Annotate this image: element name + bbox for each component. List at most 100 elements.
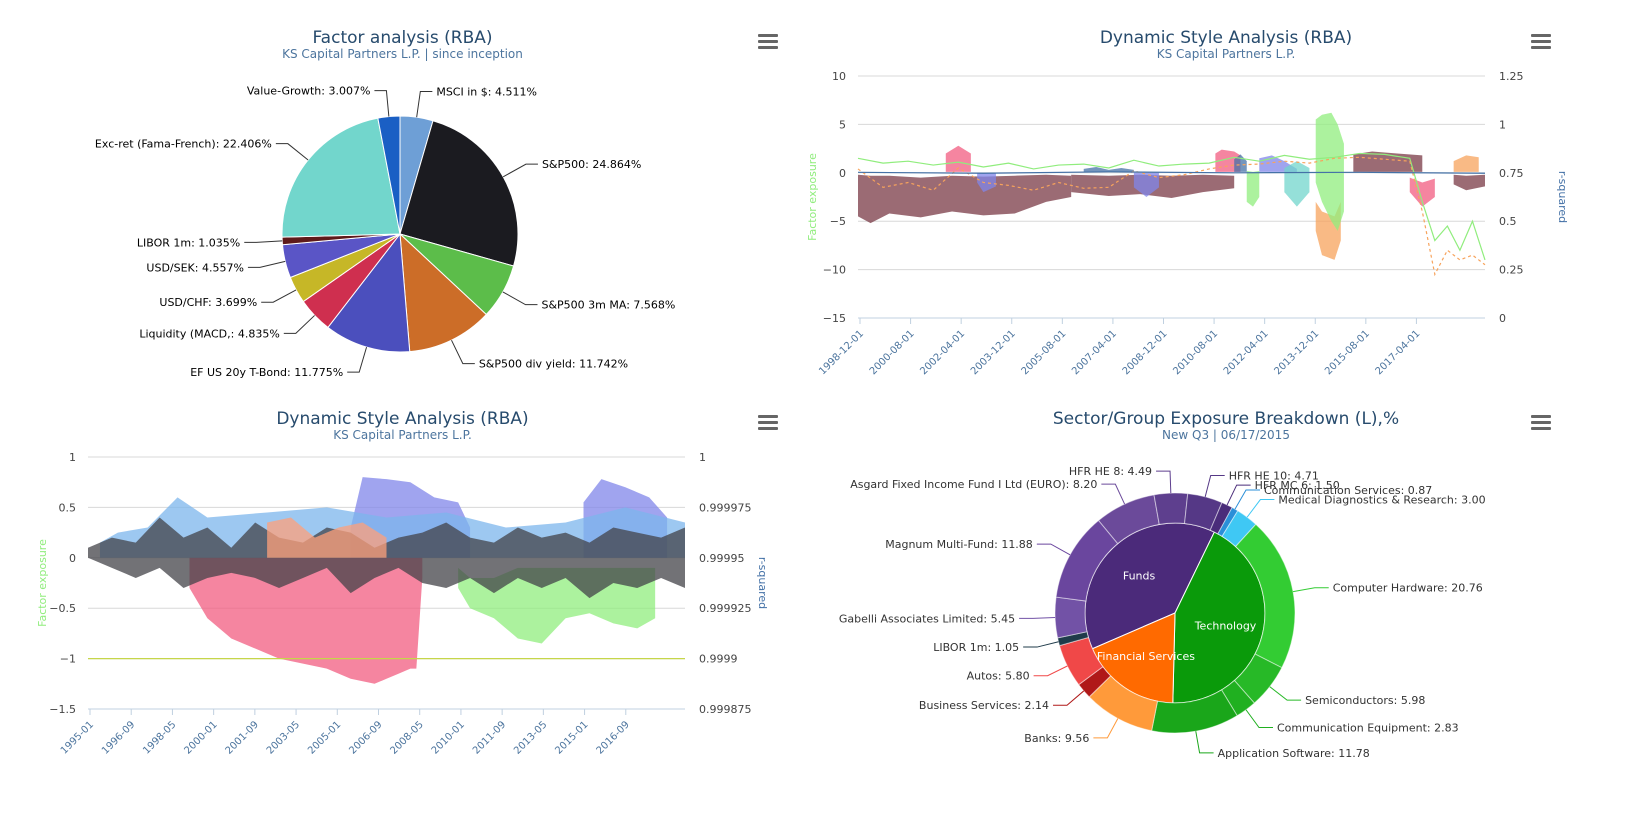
- y-right-tick-label: 0.25: [1499, 264, 1524, 277]
- x-tick-label: 2008-05: [389, 719, 426, 756]
- data-label-connector: [1036, 543, 1071, 556]
- x-tick-label: 2011-09: [471, 719, 508, 756]
- y-tick-label: 5: [839, 118, 846, 131]
- data-label-connector: [247, 260, 286, 268]
- data-label: Communication Services: 0.87: [1264, 484, 1432, 497]
- pie-slice: [281, 117, 401, 238]
- y-tick-label: 10: [832, 70, 846, 83]
- sector-exposure-panel: Sector/Group Exposure Breakdown (L),% Ne…: [805, 400, 1647, 813]
- data-label-connector: [1245, 709, 1274, 728]
- sector-donut-chart: Funds Technology Financial Services Asgard …: [839, 465, 1486, 760]
- data-label: LIBOR 1m: 1.05: [933, 641, 1019, 654]
- hamburger-menu-icon[interactable]: [1531, 34, 1551, 50]
- chart-title: Dynamic Style Analysis (RBA): [1099, 28, 1353, 48]
- x-tick-label: 1998-05: [141, 719, 178, 756]
- data-label-connector: [1269, 686, 1302, 701]
- x-tick-label: 2001-09: [224, 719, 261, 756]
- data-label: Banks: 9.56: [1024, 732, 1089, 745]
- x-tick-label: 2013-12-01: [1272, 328, 1321, 377]
- chart-title: Sector/Group Exposure Breakdown (L),%: [1052, 409, 1400, 429]
- data-label-connector: [283, 315, 315, 334]
- chart-subtitle: KS Capital Partners L.P.: [1156, 47, 1296, 61]
- data-label-connector: [1023, 641, 1059, 648]
- pie-slice: [399, 120, 519, 267]
- x-tick-label: 2000-08-01: [868, 328, 917, 377]
- hamburger-menu-icon[interactable]: [758, 415, 778, 431]
- y-right-tick-label: 0.999925: [699, 602, 752, 615]
- data-label-connector: [1101, 483, 1126, 505]
- area-series: [1453, 174, 1485, 191]
- factor-analysis-panel: Factor analysis (RBA) KS Capital Partner…: [0, 0, 805, 400]
- data-label: Gabelli Associates Limited: 5.45: [839, 612, 1015, 625]
- y-tick-label: 1: [69, 451, 76, 464]
- y-tick-label: −1.5: [49, 703, 76, 716]
- data-label-connector: [1292, 587, 1329, 593]
- data-label: Value-Growth: 3.007%: [247, 85, 371, 98]
- data-label: USD/CHF: 3.699%: [159, 296, 257, 309]
- data-label-connector: [1093, 718, 1119, 739]
- data-label: Semiconductors: 5.98: [1305, 694, 1425, 707]
- y-tick-label: −10: [823, 264, 846, 277]
- data-label-connector: [275, 143, 309, 161]
- area-series: [1284, 161, 1310, 207]
- data-label-connector: [244, 240, 283, 243]
- y-axis-title: Factor exposure: [36, 539, 49, 627]
- data-label-connector: [416, 90, 433, 118]
- area-series: [945, 145, 971, 172]
- x-tick-label: 2016-09: [595, 719, 632, 756]
- data-label: HFR HE 8: 4.49: [1069, 465, 1152, 478]
- chart-subtitle: KS Capital Partners L.P.: [333, 428, 472, 442]
- hamburger-menu-icon[interactable]: [758, 34, 778, 50]
- y-right-axis-title: r-squared: [1556, 171, 1569, 223]
- x-tick-label: 2013-05: [512, 719, 549, 756]
- x-tick-label: 2007-04-01: [1070, 328, 1119, 377]
- y-tick-label: −1: [60, 653, 76, 666]
- y-right-tick-label: 1.25: [1499, 70, 1524, 83]
- data-label-connector: [1246, 499, 1275, 518]
- y-right-tick-label: 0.9999: [699, 653, 738, 666]
- area-series: [1133, 172, 1159, 197]
- y-axis-title: Factor exposure: [806, 153, 819, 241]
- x-tick-label: 2003-12-01: [969, 328, 1018, 377]
- x-tick-label: 2010-01: [430, 719, 467, 756]
- data-label: USD/SEK: 4.557%: [146, 261, 244, 274]
- dsa-bottom-panel: Dynamic Style Analysis (RBA) KS Capital …: [0, 400, 805, 813]
- data-label: LIBOR 1m: 1.035%: [137, 236, 240, 249]
- factor-pie-chart: MSCI in $: 4.511% S&P500: 24.864% S&P500 3…: [95, 85, 675, 379]
- x-tick-label: 2008-12-01: [1121, 328, 1170, 377]
- x-tick-label: 2006-09: [347, 719, 384, 756]
- inner-slice-label: Funds: [1123, 569, 1156, 582]
- x-tick-label: 2003-05: [265, 719, 302, 756]
- data-label: HFR HE 10: 4.71: [1229, 470, 1319, 483]
- chart-title: Factor analysis (RBA): [312, 28, 493, 48]
- x-tick-label: 2005-08-01: [1020, 328, 1069, 377]
- pie-slice: [377, 115, 401, 235]
- chart-subtitle: KS Capital Partners L.P. | since incepti…: [282, 47, 523, 61]
- data-label: S&P500 3m MA: 7.568%: [541, 299, 675, 312]
- y-right-tick-label: 0.999875: [699, 703, 752, 716]
- data-label: Computer Hardware: 20.76: [1333, 582, 1483, 595]
- y-right-tick-label: 0.5: [1499, 215, 1517, 228]
- y-right-tick-label: 0.999975: [699, 501, 752, 514]
- area-series: [1083, 166, 1134, 172]
- dsa-top-panel: Dynamic Style Analysis (RBA) KS Capital …: [805, 0, 1647, 400]
- data-label-connector: [451, 339, 475, 365]
- outer-slice: [1054, 596, 1088, 639]
- y-right-tick-label: 1: [699, 451, 706, 464]
- data-label-connector: [347, 347, 368, 373]
- x-tick-label: 2010-08-01: [1171, 328, 1220, 377]
- y-tick-label: 0: [69, 552, 76, 565]
- hamburger-menu-icon[interactable]: [1531, 415, 1551, 431]
- line-series: [857, 171, 1486, 174]
- area-series: [977, 172, 996, 193]
- x-tick-label: 2017-04-01: [1374, 328, 1423, 377]
- x-tick-label: 1995-01: [59, 719, 96, 756]
- area-series: [858, 174, 1072, 224]
- x-tick-label: 2005-01: [306, 719, 343, 756]
- area-series: [189, 557, 423, 684]
- dsa-bottom-chart: 1 1 0.5 0.999975 0 0.99995 −0.5 0.999925 −1 0.999…: [36, 451, 769, 757]
- data-label-connector: [374, 90, 390, 117]
- y-right-axis-title: r-squared: [756, 557, 769, 609]
- outer-slice: [1055, 519, 1119, 602]
